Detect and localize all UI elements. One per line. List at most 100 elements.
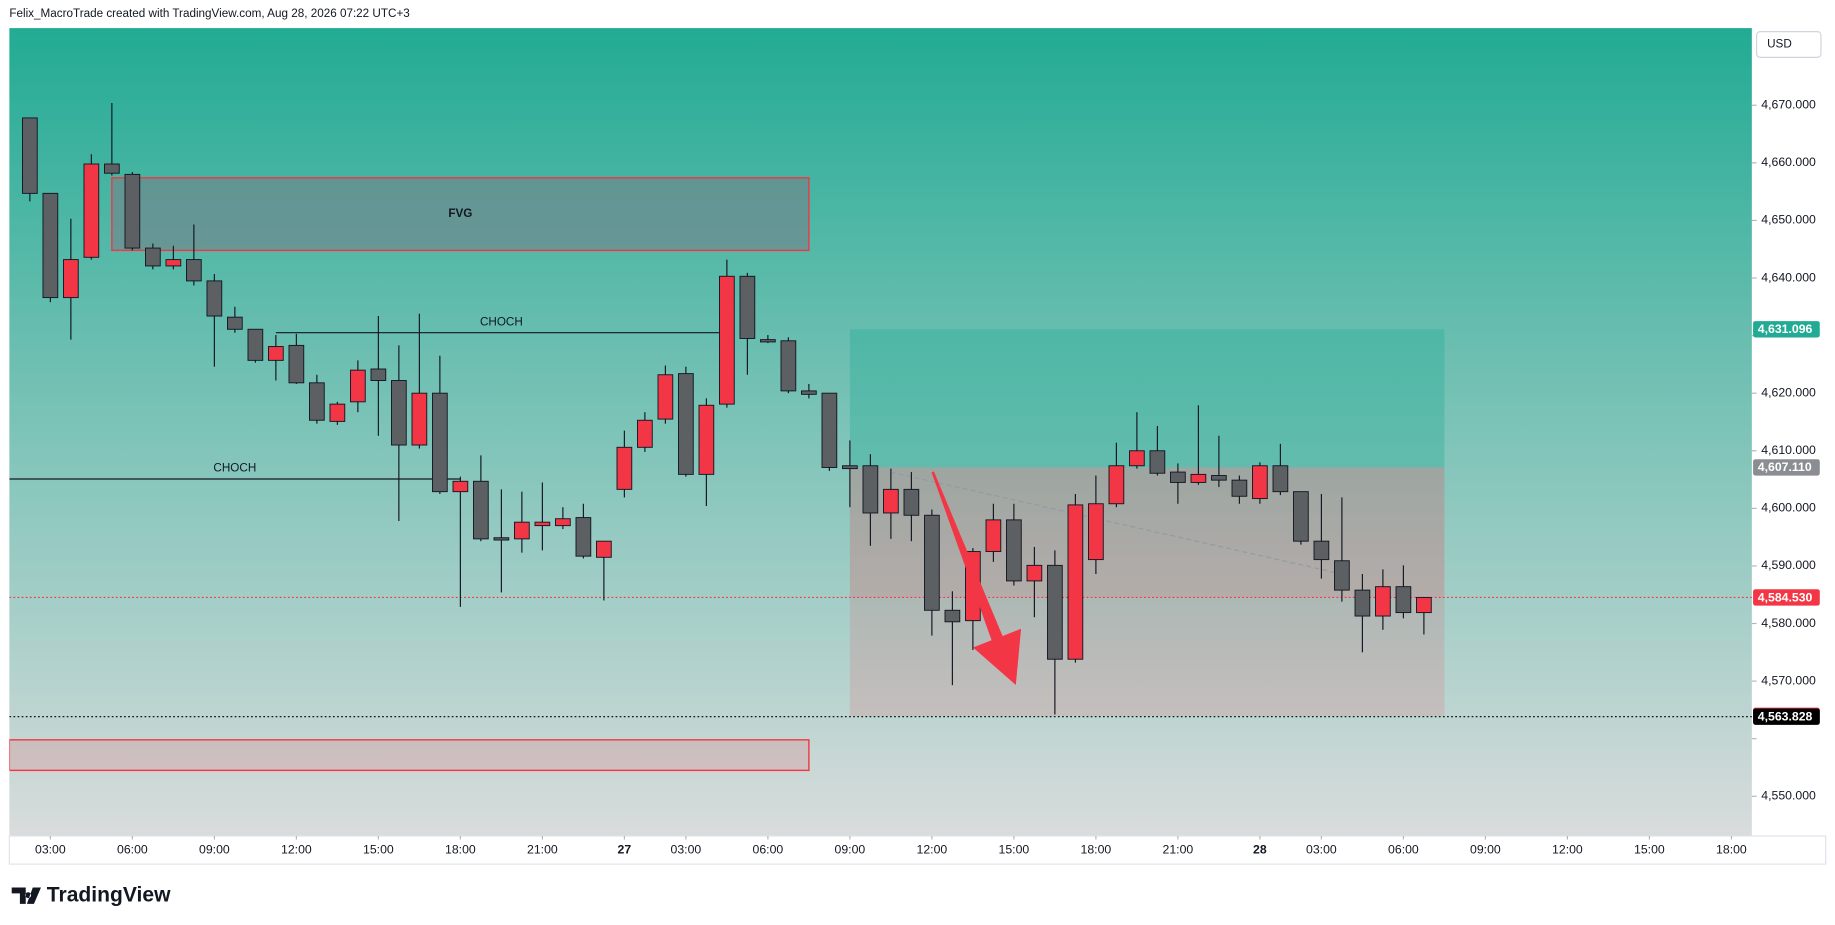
candle-body — [1047, 564, 1063, 660]
candle-body — [1375, 586, 1391, 617]
axes: 4,550.000 4,570.000 4,580.000 4,590.000 4,60… — [35, 98, 1820, 856]
candle-body — [924, 514, 940, 611]
y-tick-label: 4,590.000 — [1761, 558, 1816, 572]
x-tick-label: 28 — [1253, 842, 1267, 856]
x-tick-label: 15:00 — [1634, 842, 1665, 856]
level-label: CHOCH — [213, 462, 256, 475]
x-tick-label: 12:00 — [281, 842, 312, 856]
candle-body — [432, 392, 448, 493]
candle-body — [1026, 564, 1043, 582]
logo: TradingView — [47, 883, 171, 906]
x-tick-label: 12:00 — [1552, 842, 1583, 856]
x-tick-label: 15:00 — [999, 842, 1030, 856]
candle-body — [555, 518, 571, 527]
candle-body — [1416, 596, 1432, 614]
candle-body — [575, 517, 592, 557]
candle-body — [288, 344, 305, 384]
candle-body — [1354, 589, 1371, 617]
y-tick-label: 4,660.000 — [1761, 155, 1816, 169]
candle-body — [534, 521, 551, 527]
price-label-bg — [1753, 459, 1820, 476]
candle-body — [247, 328, 264, 361]
currency-button[interactable] — [1756, 31, 1822, 58]
candle-body — [760, 339, 776, 343]
candle-body — [1313, 540, 1330, 561]
y-tick-label: 4,600.000 — [1761, 501, 1816, 515]
arrow — [931, 471, 1022, 685]
candle-body — [1395, 586, 1412, 614]
x-tick-label: 21:00 — [1163, 842, 1194, 856]
candle-body — [145, 247, 161, 267]
x-tick-label: 18:00 — [1081, 842, 1112, 856]
candle-body — [1129, 450, 1145, 467]
candle-body — [698, 404, 715, 475]
candle-body — [370, 368, 387, 381]
candle-body — [944, 609, 961, 623]
candle-body — [124, 173, 141, 249]
candle-body — [1231, 479, 1248, 497]
currency[interactable]: USD — [1767, 38, 1792, 51]
candle-body — [616, 446, 633, 490]
price-label: 4,631.096 — [1758, 322, 1813, 336]
candle-body — [309, 382, 325, 421]
price-label-bg — [1753, 589, 1820, 606]
candle-body — [63, 259, 79, 299]
candle-body — [842, 465, 858, 470]
x-tick-label: 09:00 — [199, 842, 230, 856]
price-label: 4,607.110 — [1758, 460, 1812, 474]
candle-body — [1252, 465, 1268, 500]
candle-body — [268, 346, 284, 361]
candle-body — [452, 480, 469, 493]
x-tick-label: 18:00 — [1716, 842, 1747, 856]
candle-body — [903, 488, 920, 516]
candle-body — [657, 374, 674, 420]
x-tick-label: 12:00 — [917, 842, 948, 856]
candle-body — [1088, 503, 1104, 561]
candle-body — [206, 280, 223, 317]
candle-body — [473, 480, 489, 540]
logo-mark — [11, 887, 41, 904]
candle-body — [1006, 519, 1022, 582]
candle-body — [780, 340, 797, 392]
time-axis — [8, 835, 1827, 865]
x-tick-label: 09:00 — [835, 842, 866, 856]
candle-body — [1190, 473, 1207, 483]
x-tick-label: 27 — [618, 842, 632, 856]
x-tick-label: 06:00 — [753, 842, 784, 856]
zone-label: FVG — [448, 207, 472, 220]
x-tick-label: 03:00 — [35, 842, 66, 856]
y-tick-label: 4,570.000 — [1761, 673, 1816, 687]
x-tick-label: 03:00 — [671, 842, 702, 856]
candle-body — [1170, 471, 1186, 483]
x-tick-label: 15:00 — [363, 842, 394, 856]
header: Felix_MacroTrade created with TradingVie… — [9, 7, 409, 20]
candle-body — [22, 117, 38, 194]
candle-body — [186, 259, 202, 282]
y-tick-label: 4,610.000 — [1761, 443, 1816, 457]
y-tick-label: 4,650.000 — [1761, 213, 1816, 227]
x-tick-label: 03:00 — [1306, 842, 1337, 856]
price-label-bg — [1753, 321, 1820, 338]
candle-body — [862, 465, 879, 514]
x-tick-label: 18:00 — [445, 842, 476, 856]
candle-body — [493, 537, 510, 541]
candle-body — [1334, 560, 1350, 591]
candle-body — [391, 380, 407, 446]
candle-body — [821, 392, 838, 468]
plot-area — [9, 28, 1752, 837]
y-tick-label: 4,580.000 — [1761, 616, 1816, 630]
zone — [111, 177, 810, 252]
candle-body — [42, 192, 59, 299]
price-label: 4,563.828 — [1758, 709, 1813, 723]
candle-body — [596, 540, 612, 558]
candle-body — [411, 392, 428, 446]
zone — [849, 329, 1445, 468]
plot: FVG CHOCH CHOCH — [9, 102, 1752, 772]
price-label: 4,584.530 — [1758, 590, 1813, 604]
candle-body — [739, 275, 756, 339]
candle-body — [678, 373, 694, 475]
candle-body — [637, 419, 653, 448]
candle-body — [329, 403, 346, 422]
